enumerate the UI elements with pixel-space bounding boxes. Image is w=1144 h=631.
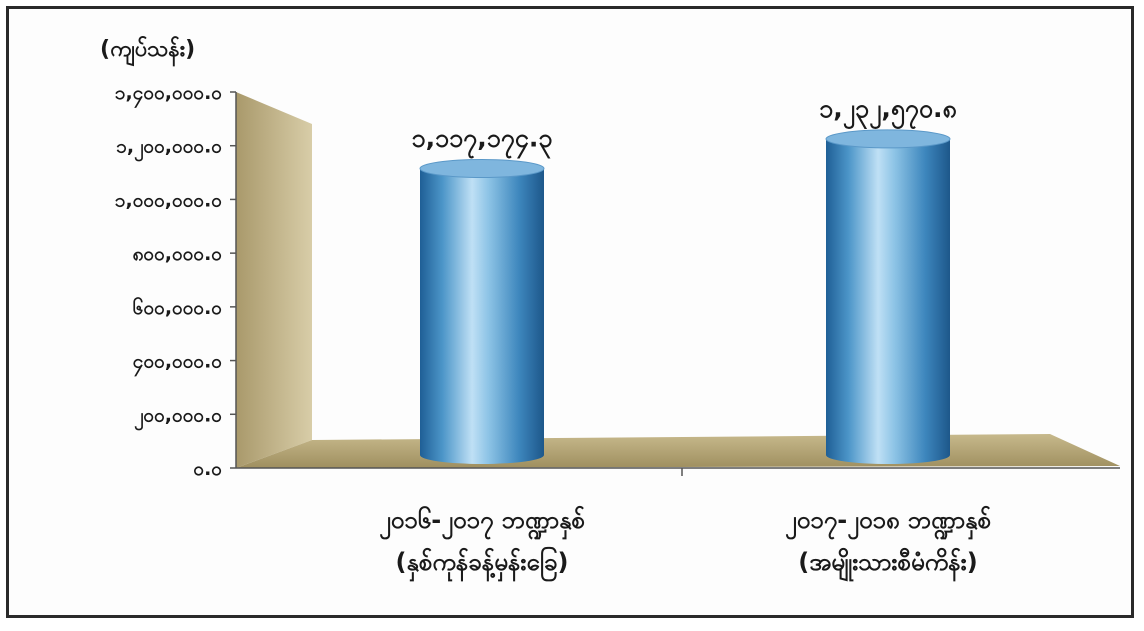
chart-back-wall <box>236 92 312 468</box>
bar <box>825 129 951 464</box>
bars: ၁,၁၁၇,၁၇၄.၃ ၁,၂၃၂,၅၇၀.၈ <box>412 94 957 464</box>
bar-body <box>420 168 544 464</box>
y-tick-labels: ၀.၀ ၂၀၀,၀၀၀.၀ ၄၀၀,၀၀၀.၀ ၆၀၀,၀၀၀.၀ ၈၀၀,၀၀၀.၀ ၁… <box>115 82 236 480</box>
bar <box>419 159 545 464</box>
bar-top <box>419 159 545 179</box>
y-tick-label: ၀.၀ <box>193 458 222 480</box>
category-label: (နှစ်ကုန်ခန့်မှန်းခြေ) <box>396 546 569 582</box>
bar-value-label: ၁,၁၁၇,၁၇၄.၃ <box>412 124 553 159</box>
y-tick-label: ၁,၂၀၀,၀၀၀.၀ <box>116 136 222 163</box>
bar-value-label: ၁,၂၃၂,၅၇၀.၈ <box>819 94 957 129</box>
y-tick-label: ၁,၄၀၀,၀၀၀.၀ <box>115 82 222 109</box>
bar-body <box>826 138 950 464</box>
category-label: (အမျိုးသားစီမံကိန်း) <box>798 547 977 582</box>
category-labels: ၂၀၁၆-၂၀၁၇ ဘဏ္ဍာနှစ် (နှစ်ကုန်ခန့်မှန်းခြေ… <box>379 505 991 582</box>
y-axis-unit-label: (ကျပ်သန်း) <box>100 35 195 67</box>
bar-top <box>825 129 951 149</box>
y-tick-label: ၆၀၀,၀၀၀.၀ <box>133 295 223 319</box>
y-tick-label: ၈၀၀,၀၀၀.၀ <box>133 243 223 265</box>
y-tick-label: ၁,၀၀၀,၀၀၀.၀ <box>115 189 222 211</box>
y-tick-label: ၂၀၀,၀၀၀.၀ <box>134 404 222 431</box>
chart-floor <box>236 434 1120 468</box>
category-label: ၂၀၁၇-၂၀၁၈ ဘဏ္ဍာနှစ် <box>785 505 991 540</box>
category-label: ၂၀၁၆-၂၀၁၇ ဘဏ္ဍာနှစ် <box>379 505 585 540</box>
y-tick-label: ၄၀၀,၀၀၀.၀ <box>133 351 223 378</box>
